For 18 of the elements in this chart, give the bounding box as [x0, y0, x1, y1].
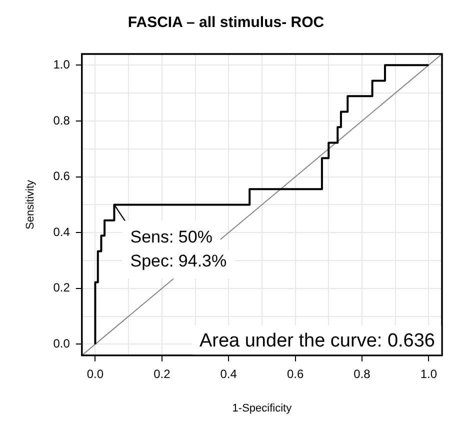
y-tick-label: 1.0: [53, 57, 70, 72]
y-tick-label: 0.0: [53, 336, 70, 351]
y-axis-title: Sensitivity: [24, 179, 37, 230]
annotation: Area under the curve: 0.636: [199, 330, 436, 352]
y-tick-label: 0.4: [53, 224, 70, 239]
annotation: Sens: 50%: [130, 227, 212, 246]
y-tick-label: 0.8: [53, 113, 70, 128]
annotation: Spec: 94.3%: [130, 251, 227, 270]
x-tick-label: 1.0: [420, 366, 438, 381]
y-tick-label: 0.2: [53, 280, 70, 295]
y-tick-label: 0.6: [53, 169, 70, 184]
x-tick-label: 0.4: [220, 366, 238, 381]
x-tick-label: 0.0: [86, 366, 104, 381]
x-axis-title: 1-Specificity: [232, 402, 292, 414]
x-tick-label: 0.2: [154, 366, 171, 381]
x-tick-label: 0.6: [286, 366, 304, 381]
x-tick-label: 0.8: [354, 366, 371, 381]
chart-title: FASCIA – all stimulus- ROC: [128, 14, 324, 32]
